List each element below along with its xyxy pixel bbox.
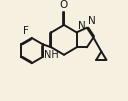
Text: O: O [60, 1, 68, 11]
Text: NH: NH [44, 50, 59, 60]
Text: N: N [88, 16, 95, 26]
Text: N: N [78, 21, 85, 31]
Text: F: F [23, 26, 29, 36]
